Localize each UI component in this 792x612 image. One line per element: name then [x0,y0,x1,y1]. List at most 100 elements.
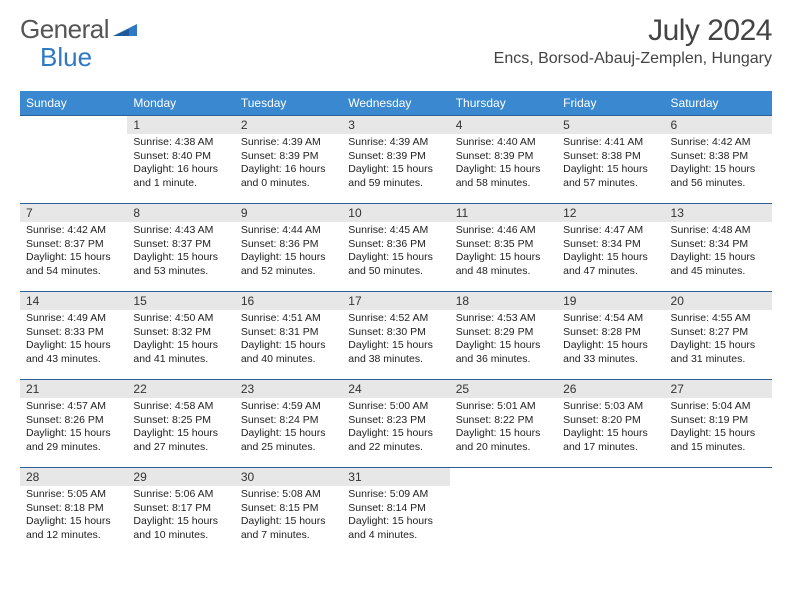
day-details: Sunrise: 5:00 AMSunset: 8:23 PMDaylight:… [342,398,449,459]
day-number: 2 [235,116,342,134]
sunset: Sunset: 8:34 PM [671,238,768,252]
day-number: 26 [557,380,664,398]
sunset: Sunset: 8:38 PM [671,150,768,164]
calendar-row: 1Sunrise: 4:38 AMSunset: 8:40 PMDaylight… [20,116,772,204]
daylight-line2: and 38 minutes. [348,353,445,367]
sunset: Sunset: 8:33 PM [26,326,123,340]
daylight-line2: and 59 minutes. [348,177,445,191]
day-details: Sunrise: 4:42 AMSunset: 8:37 PMDaylight:… [20,222,127,283]
calendar-cell: 15 Sunrise: 4:50 AMSunset: 8:32 PMDayligh… [127,292,234,380]
day-details: Sunrise: 4:46 AMSunset: 8:35 PMDaylight:… [450,222,557,283]
sunrise: Sunrise: 4:57 AM [26,400,123,414]
sunset: Sunset: 8:32 PM [133,326,230,340]
day-details: Sunrise: 4:39 AMSunset: 8:39 PMDaylight:… [235,134,342,195]
day-header: Thursday [450,91,557,116]
calendar-cell: 28Sunrise: 5:05 AMSunset: 8:18 PMDayligh… [20,468,127,547]
daylight-line1: Daylight: 15 hours [348,427,445,441]
title-block: July 2024 Encs, Borsod-Abauj-Zemplen, Hu… [494,14,772,68]
day-header: Sunday [20,91,127,116]
calendar-cell [557,468,664,547]
sunset: Sunset: 8:36 PM [241,238,338,252]
sunset: Sunset: 8:25 PM [133,414,230,428]
daylight-line1: Daylight: 15 hours [133,339,230,353]
day-number: 18 [450,292,557,310]
calendar-cell: 8Sunrise: 4:43 AMSunset: 8:37 PMDaylight… [127,204,234,292]
daylight-line2: and 45 minutes. [671,265,768,279]
sunset: Sunset: 8:20 PM [563,414,660,428]
daylight-line1: Daylight: 15 hours [563,251,660,265]
day-details: Sunrise: 5:01 AMSunset: 8:22 PMDaylight:… [450,398,557,459]
calendar-cell: 11Sunrise: 4:46 AMSunset: 8:35 PMDayligh… [450,204,557,292]
sunrise: Sunrise: 4:41 AM [563,136,660,150]
sunset: Sunset: 8:30 PM [348,326,445,340]
sunrise: Sunrise: 4:55 AM [671,312,768,326]
sunrise: Sunrise: 4:45 AM [348,224,445,238]
sunrise: Sunrise: 5:03 AM [563,400,660,414]
daylight-line1: Daylight: 15 hours [133,515,230,529]
daylight-line2: and 47 minutes. [563,265,660,279]
brand-logo: General [20,14,139,45]
sunrise: Sunrise: 4:39 AM [348,136,445,150]
daylight-line2: and 41 minutes. [133,353,230,367]
sunset: Sunset: 8:28 PM [563,326,660,340]
day-header: Monday [127,91,234,116]
day-number: 21 [20,380,127,398]
brand-mark-icon [113,20,139,38]
day-details: Sunrise: 5:04 AMSunset: 8:19 PMDaylight:… [665,398,772,459]
daylight-line2: and 33 minutes. [563,353,660,367]
daylight-line1: Daylight: 15 hours [133,427,230,441]
calendar-cell: 27Sunrise: 5:04 AMSunset: 8:19 PMDayligh… [665,380,772,468]
daylight-line2: and 7 minutes. [241,529,338,543]
sunset: Sunset: 8:37 PM [133,238,230,252]
day-details: Sunrise: 4:45 AMSunset: 8:36 PMDaylight:… [342,222,449,283]
daylight-line2: and 20 minutes. [456,441,553,455]
calendar-row: 21Sunrise: 4:57 AMSunset: 8:26 PMDayligh… [20,380,772,468]
day-header-row: SundayMondayTuesdayWednesdayThursdayFrid… [20,91,772,116]
daylight-line1: Daylight: 16 hours [241,163,338,177]
calendar-cell: 31Sunrise: 5:09 AMSunset: 8:14 PMDayligh… [342,468,449,547]
sunrise: Sunrise: 4:58 AM [133,400,230,414]
day-details: Sunrise: 4:58 AMSunset: 8:25 PMDaylight:… [127,398,234,459]
sunrise: Sunrise: 5:05 AM [26,488,123,502]
calendar-table: SundayMondayTuesdayWednesdayThursdayFrid… [20,91,772,547]
sunset: Sunset: 8:39 PM [348,150,445,164]
daylight-line1: Daylight: 15 hours [241,427,338,441]
sunrise: Sunrise: 4:47 AM [563,224,660,238]
day-details: Sunrise: 5:03 AMSunset: 8:20 PMDaylight:… [557,398,664,459]
daylight-line1: Daylight: 15 hours [671,163,768,177]
daylight-line2: and 48 minutes. [456,265,553,279]
calendar-cell [20,116,127,204]
daylight-line2: and 12 minutes. [26,529,123,543]
day-number: 23 [235,380,342,398]
daylight-line2: and 29 minutes. [26,441,123,455]
day-details: Sunrise: 4:59 AMSunset: 8:24 PMDaylight:… [235,398,342,459]
sunrise: Sunrise: 5:06 AM [133,488,230,502]
daylight-line1: Daylight: 15 hours [26,251,123,265]
daylight-line2: and 56 minutes. [671,177,768,191]
sunrise: Sunrise: 5:04 AM [671,400,768,414]
daylight-line1: Daylight: 15 hours [671,251,768,265]
daylight-line2: and 50 minutes. [348,265,445,279]
daylight-line1: Daylight: 15 hours [563,427,660,441]
day-number: 14 [20,292,127,310]
day-number: 7 [20,204,127,222]
daylight-line1: Daylight: 15 hours [26,339,123,353]
daylight-line2: and 36 minutes. [456,353,553,367]
daylight-line2: and 1 minute. [133,177,230,191]
daylight-line1: Daylight: 15 hours [348,339,445,353]
sunset: Sunset: 8:35 PM [456,238,553,252]
day-number: 15 [127,292,234,310]
sunrise: Sunrise: 4:46 AM [456,224,553,238]
day-number: 30 [235,468,342,486]
sunrise: Sunrise: 4:51 AM [241,312,338,326]
calendar-cell: 23Sunrise: 4:59 AMSunset: 8:24 PMDayligh… [235,380,342,468]
calendar-cell: 6Sunrise: 4:42 AMSunset: 8:38 PMDaylight… [665,116,772,204]
daylight-line1: Daylight: 15 hours [348,163,445,177]
sunrise: Sunrise: 4:50 AM [133,312,230,326]
sunset: Sunset: 8:39 PM [241,150,338,164]
daylight-line2: and 0 minutes. [241,177,338,191]
calendar-cell: 26Sunrise: 5:03 AMSunset: 8:20 PMDayligh… [557,380,664,468]
day-header: Tuesday [235,91,342,116]
calendar-row: 28Sunrise: 5:05 AMSunset: 8:18 PMDayligh… [20,468,772,547]
calendar-cell: 25Sunrise: 5:01 AMSunset: 8:22 PMDayligh… [450,380,557,468]
